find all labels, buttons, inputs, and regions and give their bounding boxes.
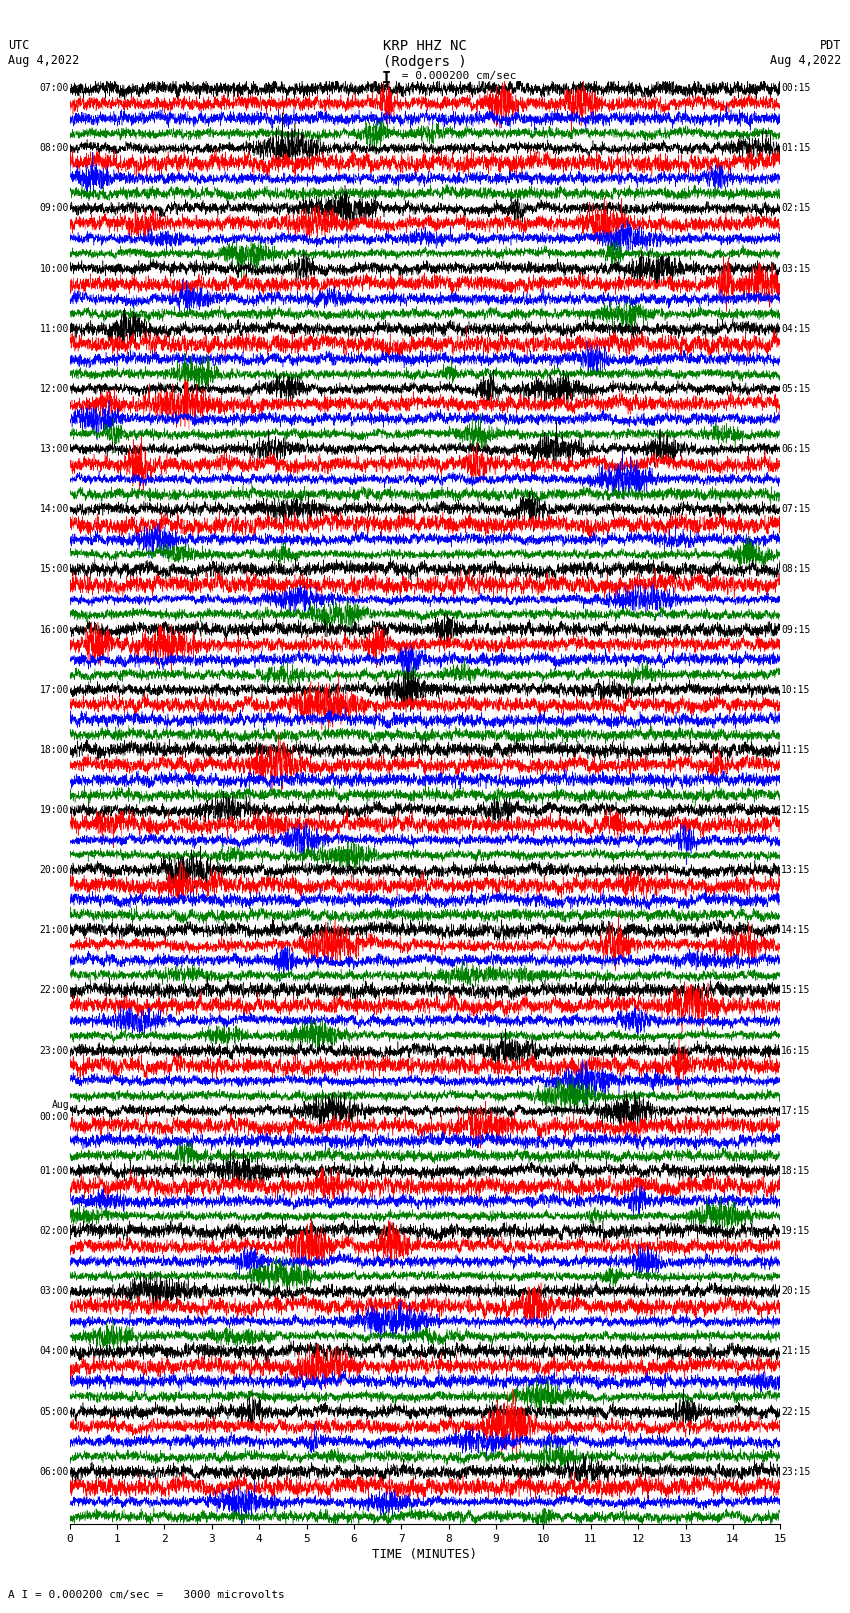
Text: 05:00: 05:00 [40,1407,69,1416]
Text: 22:00: 22:00 [40,986,69,995]
Text: 22:15: 22:15 [781,1407,810,1416]
Text: 15:00: 15:00 [40,565,69,574]
Text: 06:15: 06:15 [781,444,810,455]
Text: 03:00: 03:00 [40,1286,69,1297]
Text: = 0.000200 cm/sec: = 0.000200 cm/sec [395,71,517,81]
Text: 19:00: 19:00 [40,805,69,815]
Text: 18:15: 18:15 [781,1166,810,1176]
Text: 09:00: 09:00 [40,203,69,213]
Text: PDT
Aug 4,2022: PDT Aug 4,2022 [770,39,842,66]
Text: 14:00: 14:00 [40,505,69,515]
Text: 13:15: 13:15 [781,865,810,876]
Text: 06:00: 06:00 [40,1466,69,1476]
Text: 23:15: 23:15 [781,1466,810,1476]
Text: 02:00: 02:00 [40,1226,69,1236]
Text: 09:15: 09:15 [781,624,810,634]
Text: 21:15: 21:15 [781,1347,810,1357]
Text: 05:15: 05:15 [781,384,810,394]
Text: 18:00: 18:00 [40,745,69,755]
Text: 02:15: 02:15 [781,203,810,213]
Text: 20:15: 20:15 [781,1286,810,1297]
Text: A I = 0.000200 cm/sec =   3000 microvolts: A I = 0.000200 cm/sec = 3000 microvolts [8,1590,286,1600]
Text: 17:00: 17:00 [40,684,69,695]
Text: 07:00: 07:00 [40,84,69,94]
Text: 12:15: 12:15 [781,805,810,815]
Text: 08:15: 08:15 [781,565,810,574]
Text: 17:15: 17:15 [781,1107,810,1116]
Text: 11:15: 11:15 [781,745,810,755]
Text: 12:00: 12:00 [40,384,69,394]
Text: 11:00: 11:00 [40,324,69,334]
Text: 04:15: 04:15 [781,324,810,334]
Text: 10:00: 10:00 [40,263,69,274]
Text: 14:15: 14:15 [781,926,810,936]
Text: 10:15: 10:15 [781,684,810,695]
Text: UTC
Aug 4,2022: UTC Aug 4,2022 [8,39,80,66]
X-axis label: TIME (MINUTES): TIME (MINUTES) [372,1548,478,1561]
Text: 20:00: 20:00 [40,865,69,876]
Text: 01:15: 01:15 [781,144,810,153]
Text: 08:00: 08:00 [40,144,69,153]
Text: 00:15: 00:15 [781,84,810,94]
Text: 15:15: 15:15 [781,986,810,995]
Text: 13:00: 13:00 [40,444,69,455]
Text: 21:00: 21:00 [40,926,69,936]
Text: 04:00: 04:00 [40,1347,69,1357]
Text: 19:15: 19:15 [781,1226,810,1236]
Text: 16:15: 16:15 [781,1045,810,1055]
Text: 03:15: 03:15 [781,263,810,274]
Text: 16:00: 16:00 [40,624,69,634]
Text: 07:15: 07:15 [781,505,810,515]
Text: I: I [382,71,391,85]
Text: 23:00: 23:00 [40,1045,69,1055]
Text: Aug
00:00: Aug 00:00 [40,1100,69,1121]
Text: KRP HHZ NC
(Rodgers ): KRP HHZ NC (Rodgers ) [383,39,467,69]
Text: 01:00: 01:00 [40,1166,69,1176]
